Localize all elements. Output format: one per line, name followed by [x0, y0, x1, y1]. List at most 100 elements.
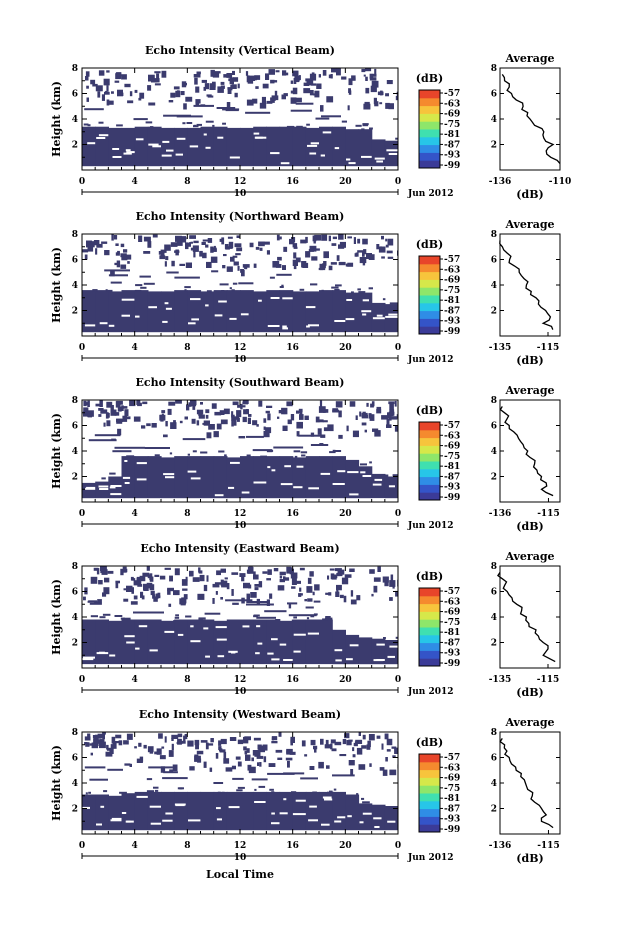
- echo-speckle: [90, 241, 95, 244]
- echo-speckle: [203, 86, 206, 91]
- echo-gap: [152, 145, 163, 148]
- echo-speckle: [355, 252, 359, 257]
- heatmap-cells: [82, 68, 398, 167]
- echo-column: [305, 127, 320, 167]
- echo-speckle: [223, 758, 230, 764]
- echo-speckle: [176, 90, 180, 93]
- echo-speckle: [267, 569, 272, 575]
- echo-column: [161, 791, 175, 831]
- echo-speckle: [227, 236, 233, 239]
- echo-speckle: [171, 743, 174, 751]
- month-label: Jun 2012: [407, 687, 454, 697]
- echo-speckle: [220, 568, 226, 573]
- echo-speckle: [202, 239, 210, 242]
- echo-gap: [373, 659, 383, 662]
- echo-streak: [300, 777, 318, 780]
- profile-line: [499, 738, 554, 829]
- echo-streak: [251, 778, 268, 781]
- profile-x-label: (dB): [516, 354, 543, 367]
- echo-streak: [313, 600, 321, 603]
- profile-x-tick-label: -135: [489, 675, 512, 685]
- echo-speckle: [184, 734, 188, 740]
- echo-gap: [324, 798, 338, 801]
- echo-gap: [322, 796, 332, 799]
- echo-speckle: [226, 266, 233, 272]
- echo-speckle: [248, 414, 252, 417]
- echo-speckle: [376, 409, 382, 414]
- echo-fragment: [281, 284, 284, 287]
- echo-speckle: [84, 736, 91, 741]
- echo-column: [345, 634, 360, 665]
- echo-speckle: [318, 419, 324, 423]
- colorbar-tick-label: -75: [444, 618, 460, 628]
- echo-gap: [296, 465, 304, 468]
- echo-column: [240, 290, 254, 333]
- echo-speckle: [141, 425, 146, 429]
- echo-speckle: [159, 755, 166, 760]
- echo-speckle: [85, 76, 89, 81]
- echo-speckle: [363, 103, 371, 110]
- echo-speckle: [271, 737, 275, 741]
- echo-speckle: [274, 90, 278, 96]
- echo-speckle: [127, 261, 130, 264]
- echo-fragment: [198, 617, 206, 620]
- echo-gap: [162, 819, 173, 822]
- echo-speckle: [281, 407, 288, 415]
- x-tick-label: 0: [79, 343, 85, 353]
- echo-speckle: [116, 260, 121, 268]
- echo-gap: [149, 805, 163, 808]
- echo-speckle: [106, 401, 113, 408]
- echo-column: [279, 791, 294, 831]
- echo-streak: [310, 283, 318, 286]
- echo-gap: [229, 156, 240, 159]
- echo-speckle: [315, 416, 320, 423]
- x-tick-label: 0: [79, 177, 85, 187]
- echo-speckle: [319, 400, 323, 408]
- echo-speckle: [243, 409, 249, 415]
- echo-speckle: [362, 238, 368, 245]
- echo-speckle: [218, 740, 222, 746]
- echo-gap: [165, 812, 173, 815]
- echo-speckle: [311, 72, 315, 75]
- echo-gap: [332, 483, 345, 485]
- echo-streak: [267, 772, 295, 775]
- echo-speckle: [218, 746, 222, 751]
- echo-speckle: [223, 408, 230, 415]
- y-axis-label: Height (km): [50, 413, 63, 489]
- echo-speckle: [346, 740, 352, 746]
- echo-speckle: [337, 571, 341, 577]
- echo-streak: [104, 269, 130, 272]
- echo-speckle: [279, 579, 285, 583]
- colorbar-tick-label: -99: [444, 493, 460, 503]
- echo-fragment: [175, 614, 179, 617]
- echo-column: [187, 791, 202, 831]
- echo-speckle: [224, 577, 228, 580]
- echo-column: [187, 290, 202, 333]
- echo-streak: [293, 450, 301, 453]
- echo-speckle: [232, 70, 235, 75]
- colorbar-swatch: [419, 588, 440, 597]
- echo-streak: [163, 771, 178, 774]
- y-tick-label: 6: [72, 90, 78, 100]
- x-tick-label: 16: [286, 675, 299, 685]
- echo-gap: [123, 152, 132, 155]
- echo-speckle: [376, 406, 382, 409]
- x-tick-label: 12: [234, 841, 247, 851]
- echo-speckle: [175, 235, 182, 242]
- echo-gap: [307, 144, 318, 147]
- colorbar-swatch: [419, 611, 440, 620]
- echo-speckle: [306, 78, 314, 86]
- echo-column: [161, 291, 175, 333]
- echo-speckle: [86, 240, 93, 248]
- echo-speckle: [90, 752, 93, 756]
- echo-speckle: [248, 75, 256, 81]
- echo-speckle: [93, 240, 100, 246]
- colorbar-swatch: [419, 627, 440, 636]
- echo-speckle: [287, 760, 290, 768]
- echo-speckle: [385, 93, 389, 97]
- echo-speckle: [328, 235, 331, 242]
- echo-speckle: [265, 73, 270, 80]
- echo-speckle: [275, 70, 280, 73]
- echo-speckle: [208, 424, 215, 430]
- profile-y-tick-label: 4: [491, 447, 497, 457]
